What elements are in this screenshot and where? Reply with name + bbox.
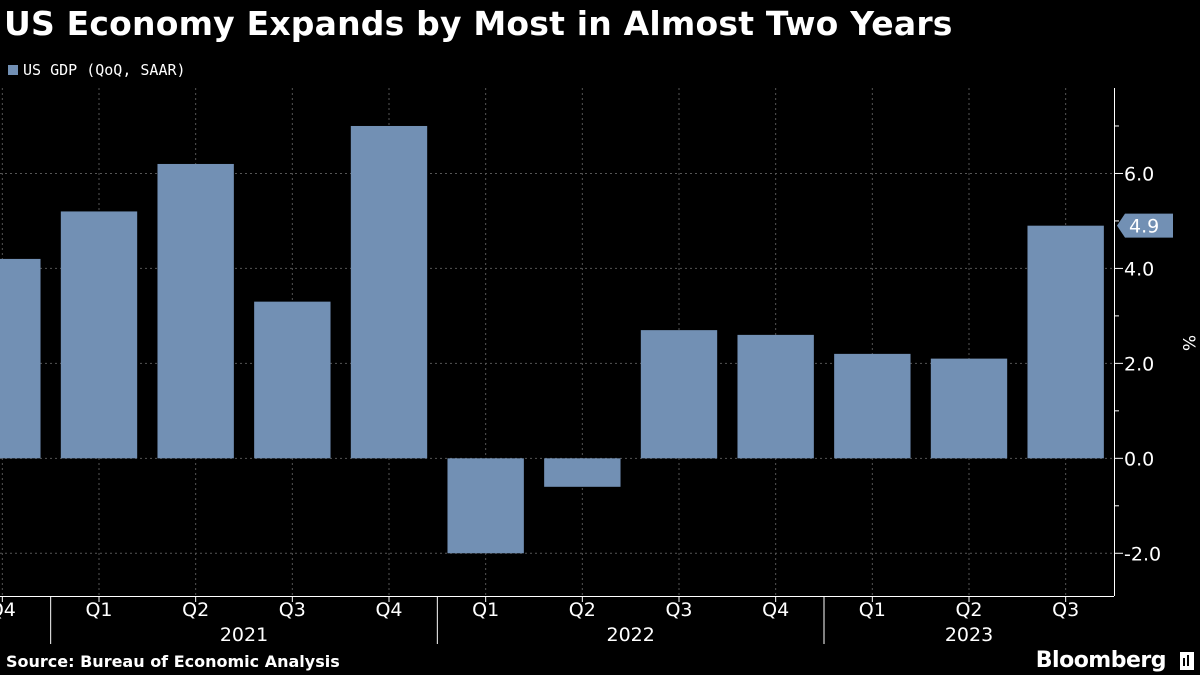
x-tick-label: Q4 [0, 599, 16, 621]
x-tick-label: Q2 [182, 599, 209, 621]
x-tick-label: Q2 [569, 599, 596, 621]
chart-title: US Economy Expands by Most in Almost Two… [4, 4, 953, 43]
y-tick-label: 0.0 [1124, 448, 1154, 470]
bar [834, 353, 911, 459]
y-axis-label: % [1178, 335, 1198, 351]
bar [737, 334, 814, 459]
year-label: 2022 [606, 624, 654, 646]
bar [447, 458, 524, 554]
x-tick-label: Q1 [859, 599, 886, 621]
x-tick-label: Q1 [472, 599, 499, 621]
axis-layer: -2.0 0.0 2.0 4.0 6.0% Q4 Q1 Q2 Q3 Q4 Q1 Q2 Q3 Q4 Q1 Q2 Q… [0, 88, 1198, 646]
bar [0, 258, 41, 459]
bar [60, 211, 138, 459]
bar [640, 330, 718, 459]
last-value-label: 4.9 [1129, 216, 1159, 238]
bar [930, 358, 1008, 459]
last-value-tag [1117, 213, 1173, 238]
legend: US GDP (QoQ, SAAR) [8, 61, 186, 79]
bar [544, 458, 621, 487]
bloomberg-mark-icon [1180, 652, 1194, 670]
x-tick-label: Q4 [762, 599, 789, 621]
bar [1027, 225, 1104, 459]
y-tick-label: -2.0 [1124, 543, 1161, 565]
x-tick-label: Q1 [85, 599, 112, 621]
year-label: 2021 [220, 624, 268, 646]
bar [350, 125, 428, 459]
year-label: 2023 [945, 624, 993, 646]
y-tick-label: 4.0 [1124, 258, 1154, 280]
x-tick-label: Q4 [375, 599, 402, 621]
bar [157, 163, 234, 459]
y-tick-label: 6.0 [1124, 163, 1154, 185]
x-tick-label: Q3 [665, 599, 692, 621]
bloomberg-logo: Bloomberg [1035, 648, 1167, 673]
bars-layer [0, 125, 1104, 554]
y-tick-label: 2.0 [1124, 353, 1154, 375]
legend-swatch [8, 65, 18, 75]
x-tick-label: Q2 [955, 599, 982, 621]
source-note: Source: Bureau of Economic Analysis [6, 652, 340, 671]
legend-label: US GDP (QoQ, SAAR) [23, 61, 186, 79]
x-tick-label: Q3 [1052, 599, 1079, 621]
bar [254, 301, 331, 459]
x-tick-label: Q3 [279, 599, 306, 621]
